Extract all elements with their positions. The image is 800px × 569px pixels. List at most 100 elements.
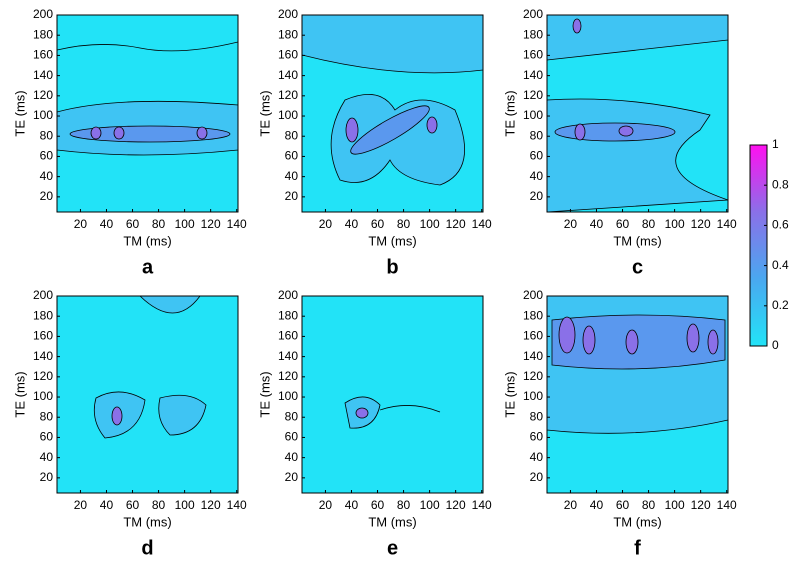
y-tick-label: 80 <box>530 409 544 423</box>
plot-background <box>57 296 238 493</box>
panel-letter: f <box>634 537 641 559</box>
y-tick-label: 200 <box>33 288 53 302</box>
x-tick-label: 20 <box>319 498 333 512</box>
plot-frame <box>546 295 729 494</box>
y-tick-label: 180 <box>33 308 53 322</box>
x-tick-label: 100 <box>665 217 685 231</box>
x-tick-label: 140 <box>227 498 247 512</box>
y-tick-label: 120 <box>523 369 543 383</box>
colorbar-tick-label: 1 <box>772 137 779 151</box>
y-tick-label: 40 <box>285 169 299 183</box>
x-tick-label: 20 <box>74 217 88 231</box>
x-tick-label: 60 <box>371 217 385 231</box>
x-tick-label: 20 <box>564 217 578 231</box>
y-tick-label: 200 <box>278 288 298 302</box>
y-tick-label: 20 <box>530 189 544 203</box>
x-tick-label: 60 <box>371 498 385 512</box>
y-tick-label: 120 <box>278 369 298 383</box>
y-tick-label: 100 <box>33 389 53 403</box>
x-axis-label: TM (ms) <box>613 514 661 529</box>
y-tick-label: 140 <box>33 68 53 82</box>
panel-letter: d <box>141 537 153 559</box>
x-tick-label: 40 <box>100 498 114 512</box>
x-axis-label: TM (ms) <box>368 233 416 248</box>
x-tick-label: 120 <box>446 498 466 512</box>
y-tick-label: 80 <box>40 409 54 423</box>
panel-letter: c <box>632 256 643 278</box>
y-tick-label: 160 <box>523 48 543 62</box>
y-tick-label: 140 <box>523 68 543 82</box>
x-axis-label: TM (ms) <box>123 514 171 529</box>
colorbar-tick-label: 0.4 <box>772 258 789 272</box>
y-tick-label: 40 <box>40 450 54 464</box>
y-tick-label: 180 <box>523 308 543 322</box>
y-tick-label: 100 <box>278 389 298 403</box>
x-tick-label: 20 <box>564 498 578 512</box>
x-tick-label: 60 <box>126 217 140 231</box>
x-tick-label: 60 <box>616 217 630 231</box>
y-tick-label: 80 <box>530 128 544 142</box>
y-tick-label: 60 <box>530 149 544 163</box>
x-tick-label: 40 <box>345 217 359 231</box>
x-tick-label: 120 <box>446 217 466 231</box>
y-tick-label: 40 <box>285 450 299 464</box>
y-tick-label: 140 <box>278 68 298 82</box>
colorbar <box>749 144 768 347</box>
x-tick-label: 100 <box>175 498 195 512</box>
y-tick-label: 120 <box>33 88 53 102</box>
x-tick-label: 20 <box>74 498 88 512</box>
y-tick-label: 180 <box>523 27 543 41</box>
y-tick-label: 40 <box>40 169 54 183</box>
panel-letter: a <box>142 256 154 278</box>
panel-letter: e <box>387 537 398 559</box>
x-axis-label: TM (ms) <box>123 233 171 248</box>
plot-frame <box>546 14 729 213</box>
x-tick-label: 80 <box>642 498 656 512</box>
y-tick-label: 80 <box>40 128 54 142</box>
y-tick-label: 180 <box>278 308 298 322</box>
x-tick-label: 100 <box>175 217 195 231</box>
y-tick-label: 120 <box>523 88 543 102</box>
x-tick-label: 80 <box>152 498 166 512</box>
plot-frame <box>301 14 484 213</box>
colorbar-tick-label: 0.8 <box>772 177 789 191</box>
y-tick-label: 80 <box>285 128 299 142</box>
y-tick-label: 60 <box>40 149 54 163</box>
y-tick-label: 200 <box>278 7 298 21</box>
x-tick-label: 140 <box>472 498 492 512</box>
y-tick-label: 40 <box>530 169 544 183</box>
colorbar-tick-label: 0.2 <box>772 298 789 312</box>
y-tick-label: 180 <box>33 27 53 41</box>
y-axis-label: TE (ms) <box>257 90 272 136</box>
y-tick-label: 60 <box>40 430 54 444</box>
x-tick-label: 120 <box>691 217 711 231</box>
plot-frame <box>301 295 484 494</box>
x-tick-label: 140 <box>717 217 737 231</box>
y-tick-label: 200 <box>523 288 543 302</box>
x-tick-label: 100 <box>420 498 440 512</box>
x-tick-label: 120 <box>201 217 221 231</box>
y-tick-label: 140 <box>523 349 543 363</box>
colorbar-tick-label: 0.6 <box>772 218 789 232</box>
y-tick-label: 180 <box>278 27 298 41</box>
y-tick-label: 80 <box>285 409 299 423</box>
x-tick-label: 60 <box>616 498 630 512</box>
x-tick-label: 40 <box>590 217 604 231</box>
contour-decor <box>57 15 728 439</box>
y-tick-label: 60 <box>285 430 299 444</box>
x-tick-label: 140 <box>717 498 737 512</box>
y-tick-label: 60 <box>530 430 544 444</box>
y-tick-label: 160 <box>523 329 543 343</box>
x-tick-label: 40 <box>100 217 114 231</box>
y-tick-label: 120 <box>33 369 53 383</box>
x-tick-label: 60 <box>126 498 140 512</box>
x-tick-label: 40 <box>590 498 604 512</box>
y-tick-label: 20 <box>40 470 54 484</box>
x-tick-label: 140 <box>227 217 247 231</box>
y-tick-label: 160 <box>33 48 53 62</box>
y-tick-label: 20 <box>530 470 544 484</box>
y-tick-label: 200 <box>523 7 543 21</box>
y-tick-label: 140 <box>33 349 53 363</box>
y-tick-label: 40 <box>530 450 544 464</box>
